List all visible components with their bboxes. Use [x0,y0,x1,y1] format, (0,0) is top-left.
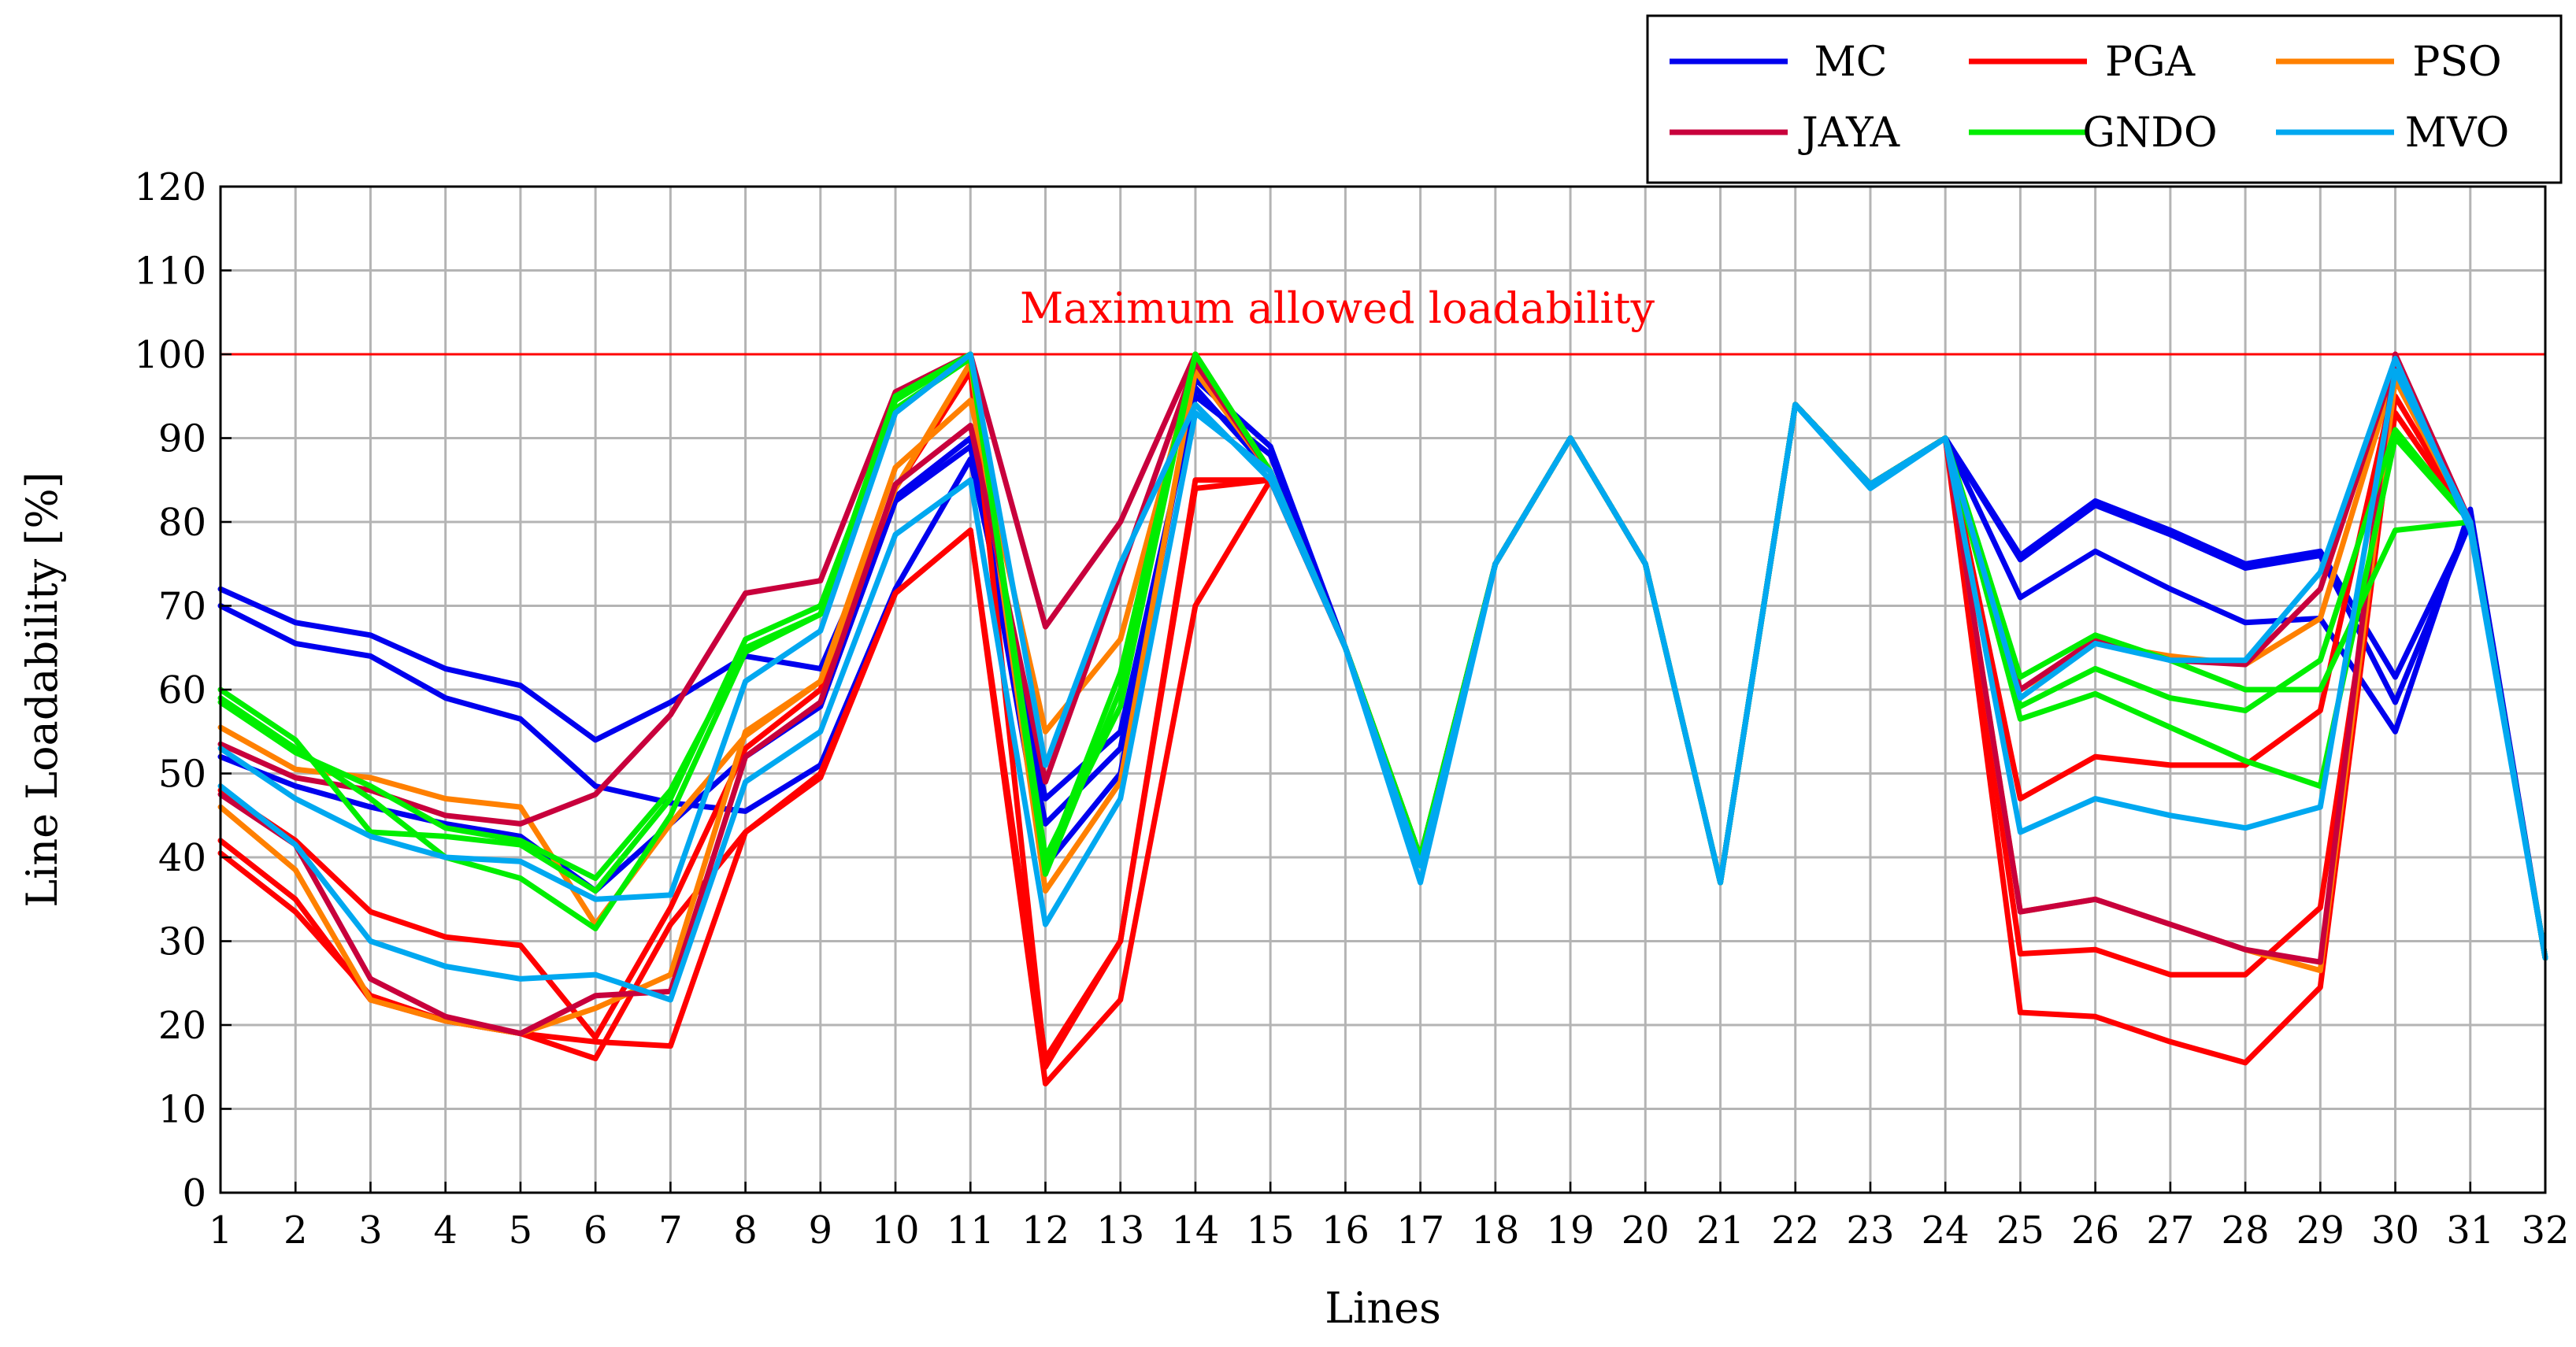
x-tick-label: 32 [2521,1208,2569,1253]
x-tick-label: 29 [2296,1208,2344,1253]
series-group [217,351,2548,1086]
x-tick-label: 3 [358,1208,383,1253]
x-tick-label: 14 [1171,1208,1219,1253]
legend-label-pso: PSO [2412,39,2501,86]
x-tick-label: 28 [2222,1208,2270,1253]
series-line-mvo [217,351,2548,961]
y-tick-label: 110 [134,250,206,294]
y-tick-label: 60 [158,668,206,712]
x-tick-label: 2 [284,1208,308,1253]
legend-label-jaya: JAYA [1798,109,1901,157]
reference-line-label: Maximum allowed loadability [1020,283,1655,333]
x-tick-label: 26 [2071,1208,2119,1253]
x-tick-label: 4 [433,1208,458,1253]
y-tick-label: 120 [134,165,206,209]
x-tick-label: 22 [1771,1208,1819,1253]
x-tick-label: 17 [1396,1208,1444,1253]
legend-label-pga: PGA [2105,39,2196,86]
x-tick-label: 20 [1622,1208,1670,1253]
y-tick-label: 30 [158,920,206,964]
x-tick-label: 23 [1846,1208,1894,1253]
x-tick-label: 13 [1096,1208,1144,1253]
x-tick-label: 27 [2146,1208,2194,1253]
x-tick-label: 10 [871,1208,919,1253]
x-tick-label: 8 [733,1208,758,1253]
y-tick-label: 0 [182,1171,206,1216]
x-tick-label: 15 [1247,1208,1295,1253]
y-tick-label: 20 [158,1004,206,1048]
y-tick-label: 50 [158,753,206,797]
y-tick-label: 40 [158,836,206,880]
legend-label-gndo: GNDO [2082,109,2217,157]
legend-box [1646,14,2563,184]
x-tick-label: 9 [809,1208,833,1253]
x-tick-label: 16 [1321,1208,1370,1253]
y-axis-title: Line Loadability [%] [17,472,67,908]
y-tick-label: 80 [158,501,206,545]
legend-label-mvo: MVO [2405,109,2510,157]
legend-label-mc: MC [1814,39,1887,86]
y-tick-label: 10 [158,1088,206,1132]
legend: MC PGA PSO JAYA GNDO MVO [1646,14,2563,184]
x-tick-label: 31 [2446,1208,2494,1253]
x-axis-title: Lines [1325,1283,1441,1333]
x-tick-label: 6 [584,1208,608,1253]
x-tick-label: 30 [2371,1208,2419,1253]
x-tick-label: 5 [509,1208,533,1253]
x-tick-label: 19 [1547,1208,1595,1253]
y-tick-label: 70 [158,585,206,629]
x-tick-label: 12 [1021,1208,1069,1253]
x-tick-label: 21 [1696,1208,1744,1253]
y-tick-label: 90 [158,417,206,461]
tick-labels: 1 2 3 4 5 6 7 8 9 10 11 12 13 14 15 16 17 18 19 20 21 22 23 24 2… [134,165,2569,1253]
x-tick-label: 7 [658,1208,683,1253]
x-tick-label: 1 [209,1208,233,1253]
x-tick-label: 25 [1996,1208,2044,1253]
legend-items: MC PGA PSO JAYA GNDO MVO [1670,39,2509,157]
x-tick-label: 24 [1922,1208,1970,1253]
y-tick-label: 100 [134,333,206,377]
x-tick-label: 11 [947,1208,995,1253]
x-tick-label: 18 [1471,1208,1519,1253]
